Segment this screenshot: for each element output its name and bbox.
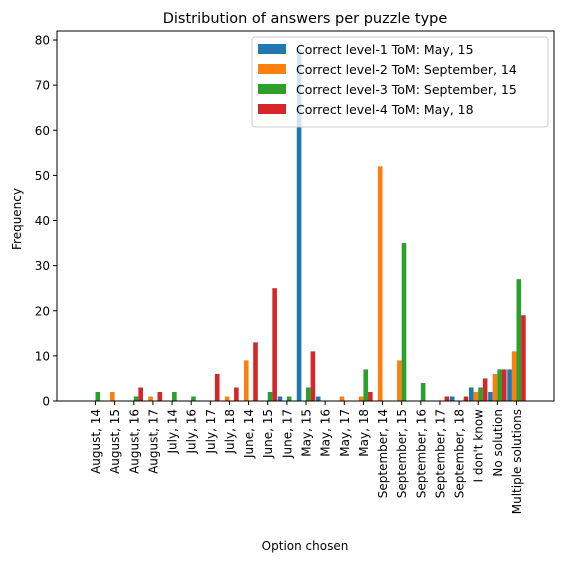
- chart-title: Distribution of answers per puzzle type: [163, 11, 448, 27]
- x-axis-label: Option chosen: [262, 539, 349, 553]
- y-tick-label: 60: [35, 124, 50, 138]
- bar-2-9: [243, 360, 249, 401]
- y-tick-label: 10: [35, 349, 50, 363]
- legend-box: [251, 36, 549, 128]
- bar-3-12: [306, 387, 311, 401]
- x-tick-label: July, 18: [223, 409, 237, 454]
- bar-4-22: [501, 369, 507, 401]
- bar-2-14: [339, 396, 345, 401]
- x-tick-label: May, 17: [338, 409, 352, 457]
- bar-3-11: [286, 396, 292, 401]
- legend-label-1: Correct level-1 ToM: May, 15: [296, 42, 474, 57]
- y-tick-label: 20: [35, 304, 50, 318]
- y-axis-label: Frequency: [10, 188, 24, 250]
- bars-group: [95, 49, 526, 402]
- bar-2-15: [358, 396, 364, 401]
- x-tick-label: I don't know: [472, 409, 486, 483]
- x-tick-label: August, 17: [146, 409, 160, 474]
- bar-3-22: [497, 369, 502, 401]
- x-tick-label: May, 16: [319, 409, 333, 457]
- bar-3-5: [172, 391, 177, 401]
- bar-2-16: [377, 166, 383, 401]
- bar-4-20: [463, 396, 469, 401]
- x-tick-label: June, 15: [261, 409, 275, 459]
- legend-swatch-2: [258, 64, 286, 74]
- y-tick-label: 80: [35, 34, 50, 48]
- x-tick-label: September, 17: [433, 409, 447, 498]
- bar-3-17: [401, 243, 407, 401]
- legend-swatch-1: [258, 44, 286, 54]
- x-tick-label: May, 18: [357, 409, 371, 457]
- bar-3-6: [191, 396, 196, 401]
- bar-4-8: [234, 387, 239, 401]
- bar-4-3: [138, 387, 143, 401]
- legend-label-2: Correct level-2 ToM: September, 14: [296, 62, 517, 77]
- x-tick-label: No solution: [491, 409, 505, 477]
- bar-2-21: [473, 391, 479, 401]
- bar-4-23: [521, 315, 526, 401]
- legend-swatch-4: [258, 104, 286, 114]
- x-tick-label: July, 16: [185, 409, 199, 454]
- legend: Correct level-1 ToM: May, 15 Correct leve…: [251, 36, 549, 128]
- bar-3-18: [420, 382, 426, 401]
- y-tick-label: 40: [35, 214, 50, 228]
- y-tick-label: 70: [35, 79, 50, 93]
- y-tick-label: 50: [35, 169, 50, 183]
- bar-1-12: [296, 49, 302, 402]
- bar-2-8: [224, 396, 230, 401]
- bar-2-2: [110, 391, 115, 401]
- x-tick-label: July, 14: [166, 409, 180, 454]
- bar-4-9: [253, 342, 258, 401]
- y-tick-label: 30: [35, 259, 50, 273]
- bar-2-22: [492, 373, 498, 401]
- bar-1-13: [315, 396, 321, 401]
- bar-2-17: [397, 360, 402, 401]
- bar-4-12: [310, 351, 316, 401]
- bar-4-21: [482, 378, 488, 401]
- bar-1-21: [469, 387, 474, 401]
- plot-frame: [56, 30, 555, 402]
- bar-4-4: [157, 391, 163, 401]
- bar-3-1: [95, 391, 101, 401]
- x-tick-label: June, 14: [242, 409, 256, 459]
- x-tick-label: September, 16: [414, 409, 428, 498]
- bar-1-20: [449, 396, 455, 401]
- x-tick-label: Multiple solutions: [510, 409, 524, 514]
- legend-label-3: Correct level-3 ToM: September, 15: [296, 82, 517, 97]
- bar-1-11: [277, 396, 283, 401]
- bar-1-23: [507, 369, 512, 401]
- bar-2-4: [148, 396, 153, 401]
- bar-3-21: [478, 387, 483, 401]
- bar-3-23: [516, 279, 522, 401]
- bar-1-22: [488, 391, 493, 401]
- bar-3-10: [267, 391, 273, 401]
- x-tick-label: August, 14: [89, 409, 103, 474]
- x-tick-label: July, 17: [204, 409, 218, 454]
- x-tick-label: August, 16: [127, 409, 141, 474]
- x-tick-label: August, 15: [108, 409, 122, 474]
- bar-4-15: [368, 391, 373, 401]
- bar-4-19: [444, 396, 450, 401]
- x-tick-label: September, 15: [395, 409, 409, 498]
- legend-label-4: Correct level-4 ToM: May, 18: [296, 102, 474, 117]
- ticks-group: 0 10 20 30 40 50 60 70 80 August, 14 August, 15 Aug…: [35, 34, 524, 515]
- x-tick-label: September, 14: [376, 409, 390, 498]
- x-tick-label: September, 18: [453, 409, 467, 498]
- y-tick-label: 0: [42, 395, 50, 409]
- bar-4-10: [272, 288, 277, 401]
- legend-swatch-3: [258, 84, 286, 94]
- bar-4-7: [214, 373, 220, 401]
- bar-3-3: [133, 396, 139, 401]
- x-tick-label: May, 15: [300, 409, 314, 457]
- x-tick-label: June, 17: [280, 409, 294, 459]
- bar-3-15: [363, 369, 369, 401]
- bar-2-23: [511, 351, 517, 401]
